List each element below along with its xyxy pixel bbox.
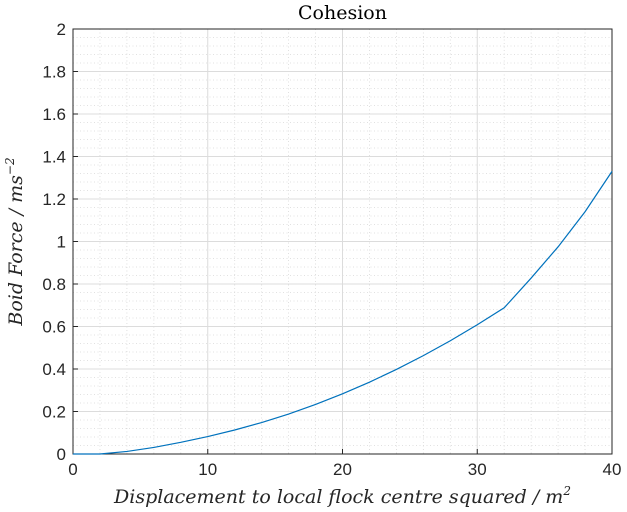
y-ticks: 0 0.2 0.4 0.6 0.8 1 1.2 1.4 1.6 1.8 2 <box>42 20 78 464</box>
grid <box>72 28 613 455</box>
y-axis-label-sup: −2 <box>3 157 17 175</box>
x-tick-label: 20 <box>333 460 352 479</box>
series-line <box>73 171 613 455</box>
y-tick-label: 1.6 <box>42 105 66 124</box>
x-tick-label: 0 <box>68 460 77 479</box>
y-axis-label: Boid Force / ms−2 <box>3 157 27 326</box>
y-tick-label: 0 <box>57 445 66 464</box>
y-tick-label: 0.4 <box>42 360 66 379</box>
x-tick-label: 30 <box>468 460 487 479</box>
y-tick-label: 0.8 <box>42 275 66 294</box>
y-tick-label: 0.6 <box>42 318 66 337</box>
y-tick-label: 0.2 <box>42 403 66 422</box>
x-axis-label-main: Displacement to local flock centre squar… <box>113 486 563 508</box>
x-ticks: 0 10 20 30 40 <box>68 449 621 479</box>
chart-title: Cohesion <box>298 2 387 24</box>
x-axis-label: Displacement to local flock centre squar… <box>113 484 571 508</box>
y-tick-label: 1 <box>57 233 66 252</box>
y-tick-label: 1.2 <box>42 190 66 209</box>
y-tick-label: 1.8 <box>42 63 66 82</box>
y-tick-label: 2 <box>57 20 66 39</box>
y-axis-label-main: Boid Force / ms <box>5 175 27 327</box>
x-tick-label: 40 <box>603 460 622 479</box>
y-tick-label: 1.4 <box>42 148 66 167</box>
x-tick-label: 10 <box>198 460 217 479</box>
x-axis-label-sup: 2 <box>562 484 571 498</box>
